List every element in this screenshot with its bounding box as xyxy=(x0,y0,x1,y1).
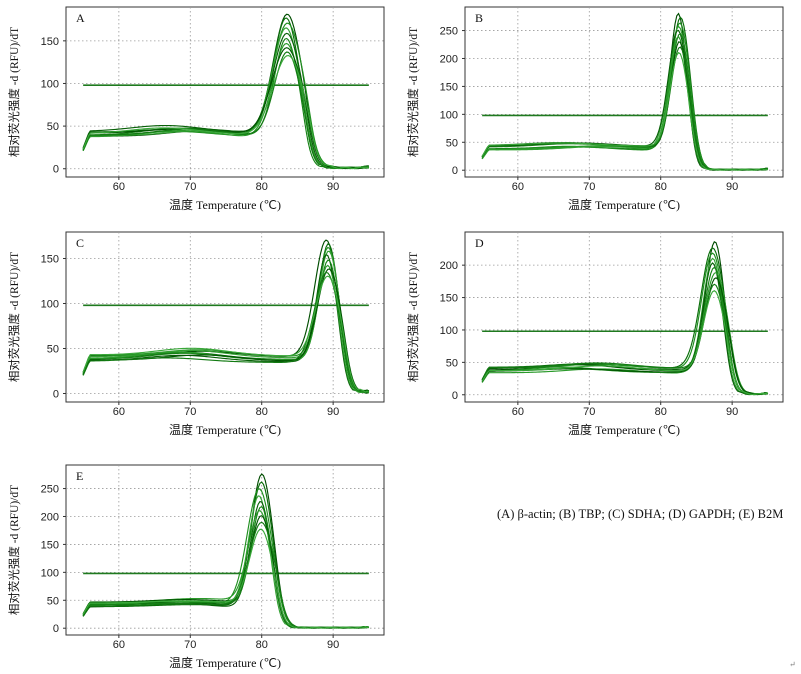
melt-curve xyxy=(82,275,370,393)
y-tick-label: 50 xyxy=(446,357,458,369)
y-tick-label: 150 xyxy=(41,539,59,551)
x-axis-label: 温度 Temperature (℃) xyxy=(568,197,680,212)
plot-frame xyxy=(464,6,784,178)
y-axis-label: 相对荧光强度 -d (RFU)/dT xyxy=(406,27,420,157)
y-tick-label: 100 xyxy=(41,567,59,579)
melt-curve xyxy=(481,51,768,171)
melt-curve xyxy=(481,271,769,396)
x-tick-label: 60 xyxy=(113,181,125,193)
x-tick-label: 80 xyxy=(256,406,268,418)
melt-curve xyxy=(82,51,369,170)
plot-frame xyxy=(65,464,385,636)
y-tick-label: 100 xyxy=(41,78,59,90)
melt-curve xyxy=(82,54,370,170)
figure-caption: (A) β-actin; (B) TBP; (C) SDHA; (D) GAPD… xyxy=(497,507,784,521)
y-axis-label: 相对荧光强度 -d (RFU)/dT xyxy=(7,252,21,382)
y-tick-label: 200 xyxy=(41,511,59,523)
y-tick-label: 50 xyxy=(47,121,59,133)
melt-curve xyxy=(481,290,768,396)
y-axis-label: 相对荧光强度 -d (RFU)/dT xyxy=(7,485,21,615)
plot-frame xyxy=(65,231,385,403)
panel-a: 60 70 80 90 0 50 100 150 温度 Temperature (℃) 相对荧光强… xyxy=(7,6,385,212)
y-tick-label: 150 xyxy=(440,81,458,93)
x-axis-label: 温度 Temperature (℃) xyxy=(169,422,281,437)
panel-label: D xyxy=(475,236,484,250)
x-tick-label: 90 xyxy=(327,639,339,651)
melt-curve xyxy=(481,283,768,396)
y-tick-label: 100 xyxy=(440,109,458,121)
y-tick-label: 250 xyxy=(41,484,59,496)
y-tick-label: 200 xyxy=(440,53,458,65)
x-tick-label: 80 xyxy=(256,181,268,193)
x-tick-label: 70 xyxy=(583,406,595,418)
panel-e: 60 70 80 90 0 50 100 150 200 250 温度 Temperature (℃… xyxy=(7,464,385,670)
panel-b: 60 70 80 90 0 50 100 150 200 250 温度 Temperature (℃… xyxy=(406,6,784,212)
x-tick-label: 90 xyxy=(327,181,339,193)
x-tick-label: 70 xyxy=(184,639,196,651)
x-tick-label: 70 xyxy=(184,406,196,418)
y-tick-label: 0 xyxy=(452,390,458,402)
panel-d: 60 70 80 90 0 50 100 150 200 温度 Temperature (℃) 相对… xyxy=(406,231,784,437)
y-tick-label: 0 xyxy=(452,165,458,177)
melt-curve xyxy=(82,250,369,394)
y-axis-label: 相对荧光强度 -d (RFU)/dT xyxy=(406,252,420,382)
panel-label: E xyxy=(76,469,83,483)
y-tick-label: 100 xyxy=(41,299,59,311)
y-tick-label: 150 xyxy=(41,36,59,48)
x-tick-label: 60 xyxy=(512,181,524,193)
melt-curve xyxy=(82,528,370,629)
y-tick-label: 150 xyxy=(41,254,59,266)
melt-curve xyxy=(82,271,370,393)
y-axis-label: 相对荧光强度 -d (RFU)/dT xyxy=(7,27,21,157)
x-tick-label: 60 xyxy=(113,406,125,418)
y-tick-label: 250 xyxy=(440,26,458,38)
y-tick-label: 0 xyxy=(53,623,59,635)
x-tick-label: 70 xyxy=(583,181,595,193)
y-tick-label: 50 xyxy=(47,344,59,356)
y-tick-label: 50 xyxy=(446,137,458,149)
x-tick-label: 90 xyxy=(726,181,738,193)
x-tick-label: 80 xyxy=(655,406,667,418)
panel-label: B xyxy=(475,11,483,25)
panel-label: C xyxy=(76,236,84,250)
panel-label: A xyxy=(76,11,85,25)
x-axis-label: 温度 Temperature (℃) xyxy=(169,655,281,670)
x-axis-label: 温度 Temperature (℃) xyxy=(568,422,680,437)
x-tick-label: 90 xyxy=(726,406,738,418)
plot-frame xyxy=(65,6,385,178)
y-tick-label: 50 xyxy=(47,595,59,607)
y-tick-label: 0 xyxy=(53,164,59,176)
y-tick-label: 100 xyxy=(440,325,458,337)
x-tick-label: 70 xyxy=(184,181,196,193)
y-tick-label: 150 xyxy=(440,293,458,305)
y-tick-label: 200 xyxy=(440,260,458,272)
corner-mark: ↵ xyxy=(789,660,796,669)
panel-c: 60 70 80 90 0 50 100 150 温度 Temperature (℃) 相对荧光强… xyxy=(7,231,385,437)
x-tick-label: 90 xyxy=(327,406,339,418)
y-tick-label: 0 xyxy=(53,389,59,401)
x-axis-label: 温度 Temperature (℃) xyxy=(169,197,281,212)
x-tick-label: 80 xyxy=(655,181,667,193)
x-tick-label: 60 xyxy=(113,639,125,651)
x-tick-label: 60 xyxy=(512,406,524,418)
x-tick-label: 80 xyxy=(256,639,268,651)
